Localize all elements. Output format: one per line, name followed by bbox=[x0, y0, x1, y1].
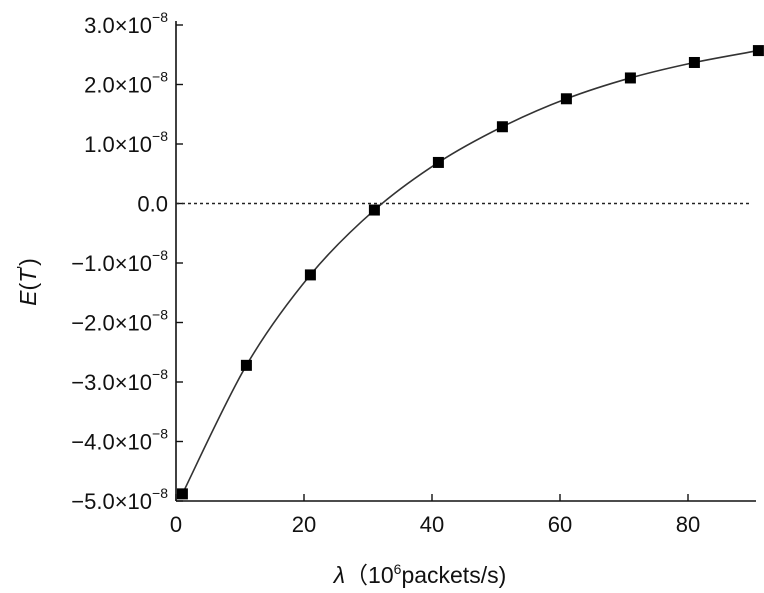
data-point-marker bbox=[368, 204, 380, 216]
x-tick-label: 0 bbox=[170, 512, 182, 537]
x-axis-label-unit-exp: 6 bbox=[394, 561, 402, 577]
x-axis-label: λ（106packets/s) bbox=[332, 561, 507, 588]
y-tick-label: −3.0×10−8 bbox=[71, 366, 168, 395]
data-point-marker bbox=[240, 359, 252, 371]
data-point-marker bbox=[752, 45, 764, 57]
y-tick-label: −5.0×10−8 bbox=[71, 485, 168, 514]
data-point-marker bbox=[688, 56, 700, 68]
y-tick-label: −4.0×10−8 bbox=[71, 426, 168, 455]
axes bbox=[175, 21, 756, 502]
x-tick-label: 80 bbox=[676, 512, 700, 537]
y-axis-label-close: ) bbox=[15, 258, 41, 266]
data-point-marker bbox=[560, 93, 572, 105]
y-tick-label: −2.0×10−8 bbox=[71, 307, 168, 336]
x-tick-label: 40 bbox=[420, 512, 444, 537]
y-axis-label-open: ( bbox=[15, 282, 41, 290]
x-axis-label-symbol: λ bbox=[332, 562, 345, 588]
x-tick-label: 20 bbox=[292, 512, 316, 537]
data-markers bbox=[176, 45, 764, 500]
data-point-marker bbox=[624, 72, 636, 84]
data-point-marker bbox=[304, 269, 316, 281]
x-tick-label: 60 bbox=[548, 512, 572, 537]
y-tick-label: 2.0×10−8 bbox=[84, 69, 168, 98]
data-point-marker bbox=[496, 121, 508, 133]
series-curve bbox=[181, 49, 759, 495]
y-axis-label-var: T bbox=[15, 267, 41, 283]
y-axis-label: E(T') bbox=[14, 258, 41, 306]
y-tick-label: −1.0×10−8 bbox=[71, 247, 168, 276]
y-axis-label-prime: ' bbox=[14, 266, 31, 269]
y-tick-label: 0.0 bbox=[137, 192, 168, 217]
y-axis-label-prefix: E bbox=[15, 290, 41, 306]
x-axis-label-unit-open: （10 bbox=[345, 562, 394, 588]
x-axis-ticks: 0 20 40 60 80 bbox=[170, 494, 700, 537]
y-tick-label: 3.0×10−8 bbox=[84, 9, 168, 38]
y-tick-label: 1.0×10−8 bbox=[84, 128, 168, 157]
data-point-marker bbox=[432, 156, 444, 168]
data-point-marker bbox=[176, 488, 188, 500]
y-axis-ticks: 3.0×10−8 2.0×10−8 1.0×10−8 0.0 −1.0×10−8 −2.0… bbox=[71, 9, 183, 514]
x-axis-label-unit-rest: packets/s) bbox=[401, 562, 506, 588]
